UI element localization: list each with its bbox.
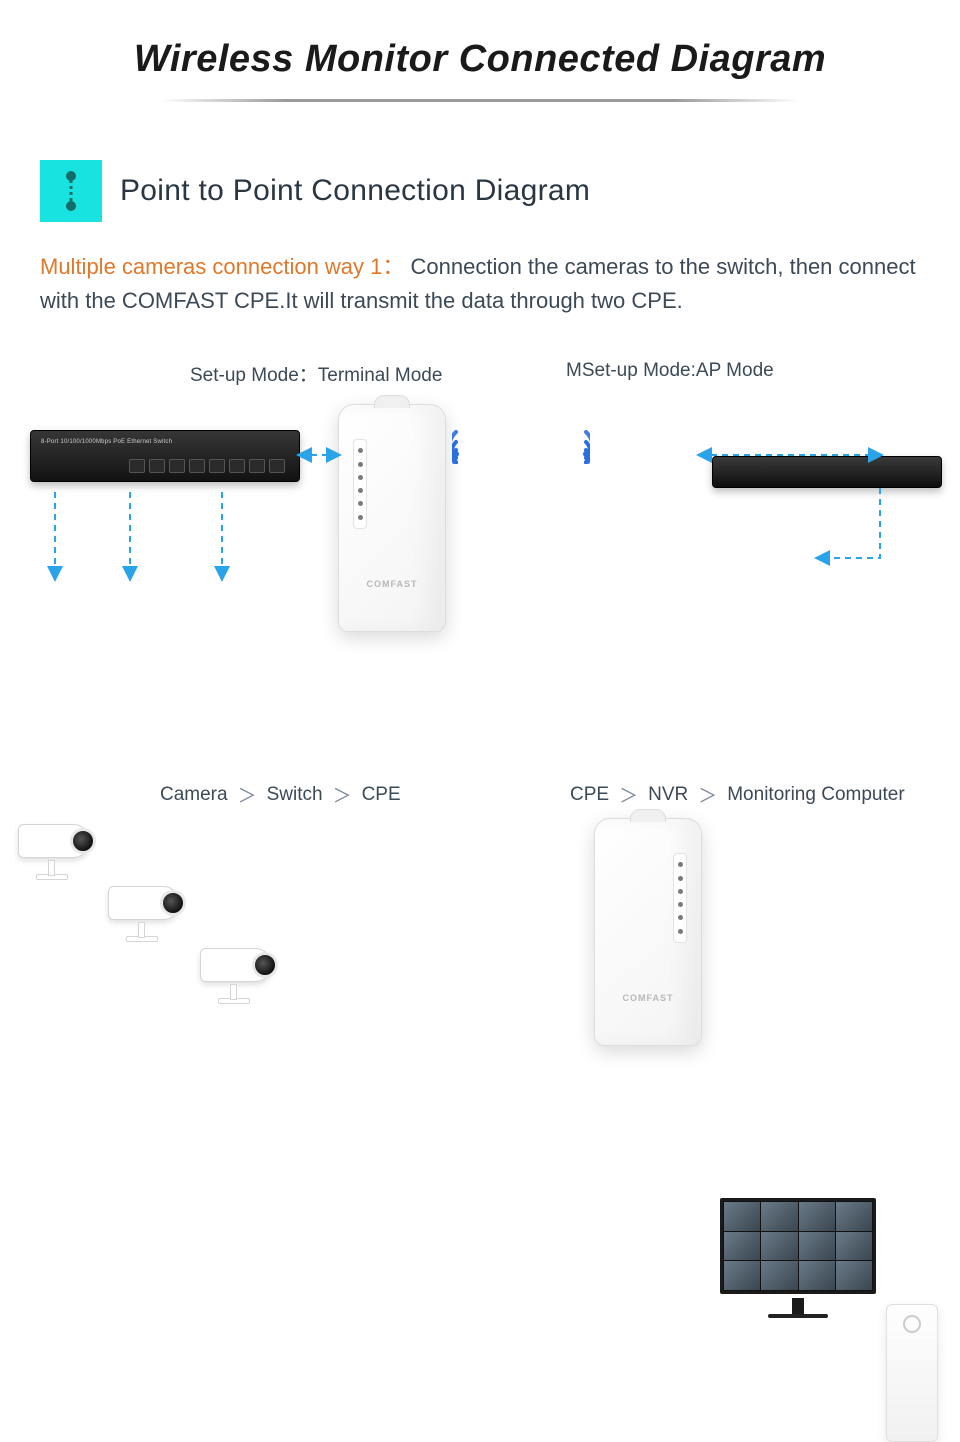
cpe-brand: COMFAST [595,993,701,1003]
wifi-icon [556,420,590,464]
chain-item: Camera [160,784,228,806]
cpe-right: COMFAST [594,818,702,1046]
chain-separator: ＞ [619,781,638,808]
chain-item: Monitoring Computer [727,784,904,806]
cpe-left: COMFAST [338,404,446,632]
monitor [720,1198,876,1318]
wifi-icon [452,420,486,464]
title-underline [160,99,800,102]
connection-icon [40,160,102,222]
diagram-stage: Set-up Mode：Terminal Mode MSet-up Mode:A… [0,360,960,830]
section-header: Point to Point Connection Diagram [40,160,960,222]
switch-label: 8-Port 10/100/1000Mbps PoE Ethernet Swit… [41,439,172,445]
camera-icon [18,818,98,880]
section-title: Point to Point Connection Diagram [120,174,590,208]
chain-item: NVR [648,784,688,806]
network-switch: 8-Port 10/100/1000Mbps PoE Ethernet Swit… [30,430,300,482]
right-chain: CPE ＞ NVR ＞ Monitoring Computer [570,781,905,808]
left-chain: Camera ＞ Switch ＞ CPE [160,781,401,808]
right-mode-label: MSet-up Mode:AP Mode [566,360,774,382]
cpe-brand: COMFAST [339,579,445,589]
pc-tower [886,1304,938,1442]
camera-icon [108,880,188,942]
chain-separator: ＞ [238,781,257,808]
chain-item: CPE [570,784,609,806]
chain-separator: ＞ [698,781,717,808]
chain-separator: ＞ [333,781,352,808]
left-mode-label: Set-up Mode：Terminal Mode [190,360,442,387]
lead-text: Multiple cameras connection way 1： [40,254,404,279]
chain-item: Switch [267,784,323,806]
description: Multiple cameras connection way 1： Conne… [40,250,920,318]
camera-icon [200,942,280,1004]
chain-item: CPE [362,784,401,806]
nvr [712,456,942,488]
main-title: Wireless Monitor Connected Diagram [0,0,960,81]
